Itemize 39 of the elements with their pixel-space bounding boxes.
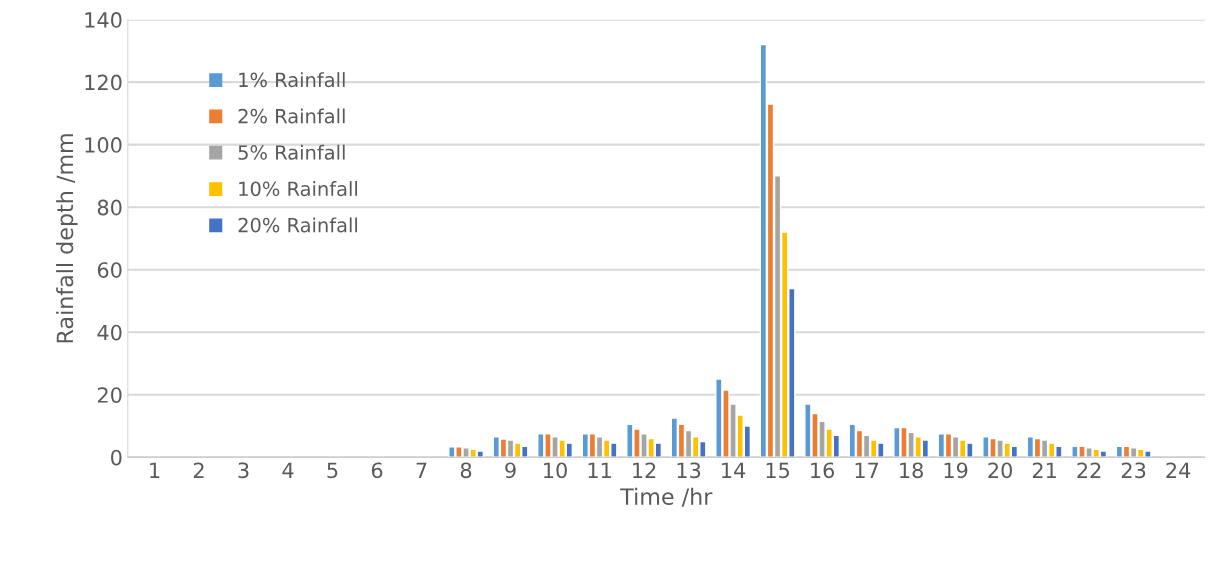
x-tick-label: 12 bbox=[633, 462, 656, 478]
x-tick-label: 6 bbox=[371, 462, 383, 479]
x-tick-label: 19 bbox=[944, 462, 968, 479]
x-tick-label: 7 bbox=[416, 462, 427, 478]
x-tick-label: 8 bbox=[460, 462, 472, 479]
x-tick-label: 21 bbox=[1032, 462, 1056, 478]
legend-label: 2% Rainfall bbox=[238, 108, 345, 124]
x-tick-label: 3 bbox=[238, 462, 249, 479]
y-tick-label: 80 bbox=[97, 199, 122, 216]
y-tick-label: 100 bbox=[85, 137, 122, 153]
y-tick-label: 0 bbox=[111, 449, 122, 466]
y-tick-label: 20 bbox=[97, 387, 122, 403]
x-tick-label: 11 bbox=[588, 462, 611, 478]
y-tick-label: 140 bbox=[85, 12, 122, 28]
x-tick-label: 13 bbox=[677, 462, 701, 479]
x-axis-title: Time /hr bbox=[620, 487, 713, 507]
legend-label: 10% Rainfall bbox=[239, 181, 357, 197]
x-tick-label: 17 bbox=[855, 462, 879, 478]
legend-label: 1% Rainfall bbox=[239, 72, 345, 88]
y-axis-title: Rainfall depth /mm bbox=[56, 134, 78, 343]
x-tick-label: 4 bbox=[282, 462, 294, 478]
x-tick-label: 20 bbox=[988, 462, 1012, 479]
x-tick-label: 10 bbox=[544, 462, 567, 479]
y-tick-label: 60 bbox=[97, 262, 122, 278]
x-tick-label: 24 bbox=[1166, 462, 1191, 478]
x-tick-label: 23 bbox=[1121, 462, 1146, 479]
legend-label: 5% Rainfall bbox=[238, 144, 345, 160]
x-tick-label: 14 bbox=[722, 462, 746, 478]
y-tick-label: 120 bbox=[85, 74, 122, 91]
x-tick-label: 1 bbox=[150, 462, 160, 478]
x-tick-label: 5 bbox=[327, 462, 338, 479]
x-tick-label: 15 bbox=[766, 462, 790, 479]
x-tick-label: 16 bbox=[811, 462, 835, 479]
x-tick-label: 22 bbox=[1077, 462, 1101, 478]
legend-label: 20% Rainfall bbox=[238, 217, 357, 233]
x-tick-label: 2 bbox=[193, 462, 204, 478]
y-tick-label: 40 bbox=[97, 324, 122, 341]
x-tick-label: 9 bbox=[505, 462, 516, 479]
x-tick-label: 18 bbox=[900, 462, 923, 479]
